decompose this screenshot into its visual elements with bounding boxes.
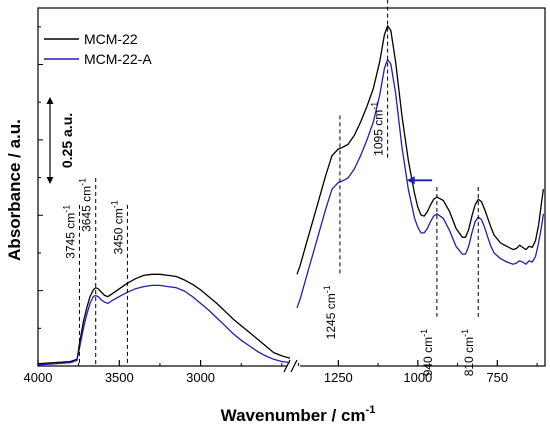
x-tick-label: 4000 [24, 370, 53, 385]
annotation-label-main: 3645 cm [80, 186, 94, 232]
legend: MCM-22 MCM-22-A [44, 31, 152, 67]
annotation-label: 3745 cm-1 [62, 205, 78, 259]
annotation-label-sup: -1 [78, 178, 88, 186]
scale-bar-arrow-down [46, 177, 54, 184]
series-layer [37, 25, 545, 366]
scale-bar-label: 0.25 a.u. [59, 113, 75, 168]
x-axis-title-sup: -1 [366, 404, 376, 416]
x-axis-title-main: Wavenumber / cm [221, 406, 366, 425]
annotation-label: 810 cm-1 [460, 329, 476, 376]
annotation-label-main: 1095 cm [372, 110, 386, 156]
annotation-label-main: 3745 cm [64, 213, 78, 259]
annotation-label: 3645 cm-1 [78, 178, 94, 232]
legend-label-mcm-22: MCM-22 [84, 31, 138, 47]
series-line-mcm-22-seg1 [296, 25, 545, 275]
annotation-label-sup: -1 [460, 329, 470, 337]
annotation-label-sup: -1 [62, 205, 72, 213]
plot-frame [37, 7, 546, 373]
annotation-label-main: 1245 cm [324, 293, 338, 339]
annotation-label-sup: -1 [370, 102, 380, 110]
scale-bar: 0.25 a.u. [46, 97, 75, 184]
x-axis-title: Wavenumber / cm-1 [221, 404, 376, 425]
annotation-label-sup: -1 [322, 285, 332, 293]
scale-bar-arrow-up [46, 97, 54, 104]
x-tick-label: 3500 [105, 370, 134, 385]
series-line-mcm-22-a-seg1 [296, 58, 545, 309]
shift-arrow-head [406, 176, 415, 185]
y-axis-title: Absorbance / a.u. [5, 119, 24, 261]
tick-layer: 4000 3500 3000 1250 1000 750 [24, 360, 538, 385]
annotation-label: 1095 cm-1 [370, 102, 386, 156]
annotation-label: 940 cm-1 [419, 329, 435, 376]
annotation-label-sup: -1 [419, 329, 429, 337]
x-tick-label: 1250 [324, 370, 353, 385]
annotation-label-main: 940 cm [421, 337, 435, 376]
annotation-label: 3450 cm-1 [109, 200, 125, 254]
series-line-mcm-22-a-seg0 [37, 284, 291, 366]
legend-label-mcm-22-a: MCM-22-A [84, 51, 152, 67]
annotation-label: 1245 cm-1 [322, 285, 338, 339]
annotation-label-main: 3450 cm [111, 208, 125, 254]
axis-break-mark-right [290, 359, 298, 373]
x-tick-label: 750 [486, 370, 508, 385]
annotation-label-main: 810 cm [462, 337, 476, 376]
series-line-mcm-22-seg0 [37, 273, 291, 365]
x-tick-label: 3000 [186, 370, 215, 385]
x-tick-label: 1000 [403, 370, 432, 385]
annotation-label-sup: -1 [109, 200, 119, 208]
